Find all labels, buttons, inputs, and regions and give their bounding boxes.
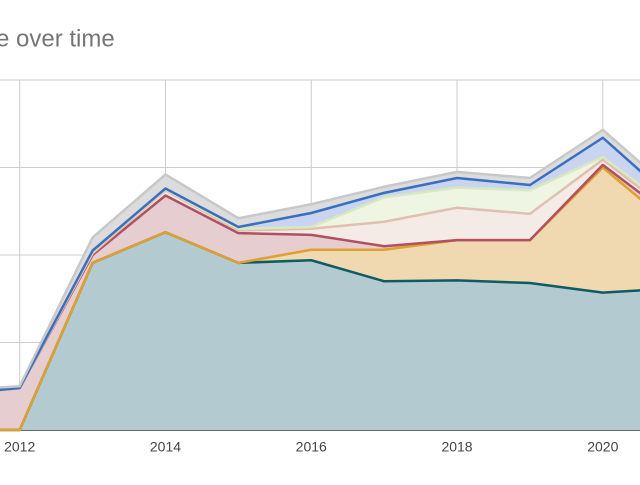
area xyxy=(0,137,640,390)
area xyxy=(0,164,640,430)
plot-area xyxy=(0,128,640,432)
line xyxy=(0,136,640,392)
chart-title: e over time xyxy=(0,25,115,52)
x-tick-label: 2014 xyxy=(150,439,181,455)
x-tick-label: 2016 xyxy=(296,439,327,455)
x-tick-label: 2012 xyxy=(4,439,35,455)
line xyxy=(0,128,640,389)
area xyxy=(0,159,640,390)
axis-labels: 2012 2014 2016 2018 2020 xyxy=(4,439,619,455)
x-tick-label: 2018 xyxy=(441,439,472,455)
x-tick-label: 2020 xyxy=(587,439,618,455)
